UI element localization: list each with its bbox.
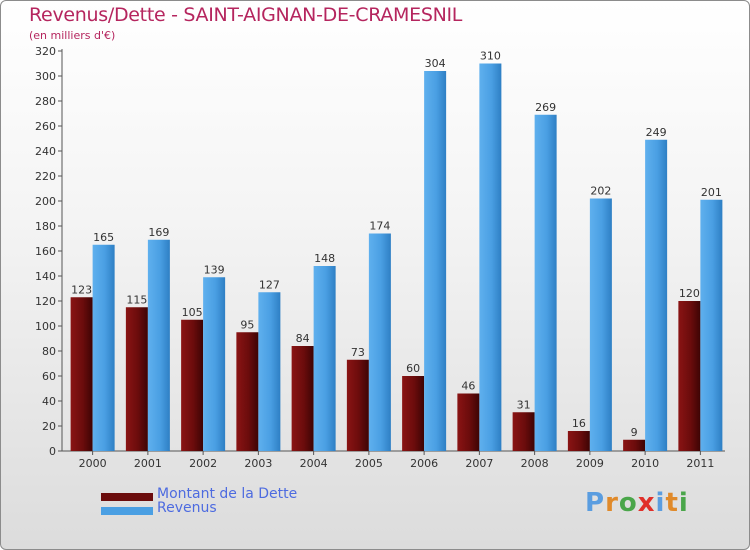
bar-dette [70,297,93,451]
bar-dette [567,431,590,451]
bar-revenus [534,114,557,451]
bar-revenus [368,233,391,451]
data-label-revenus: 249 [646,126,667,139]
x-tick-label: 2006 [410,457,438,470]
data-label-dette: 73 [351,346,365,359]
bar-dette [623,439,646,451]
logo-letter: i [678,488,689,518]
bar-revenus [92,244,115,451]
data-label-dette: 120 [679,287,700,300]
data-label-revenus: 169 [148,226,169,239]
x-tick-label: 2010 [631,457,659,470]
data-label-revenus: 139 [204,263,225,276]
y-tick-label: 260 [35,120,56,133]
logo-letter: P [585,488,606,518]
y-tick-label: 120 [35,295,56,308]
data-label-dette: 16 [572,417,586,430]
y-tick-label: 40 [42,395,56,408]
data-label-revenus: 148 [314,252,335,265]
data-label-dette: 115 [126,293,147,306]
data-label-dette: 123 [71,283,92,296]
data-label-dette: 95 [240,318,254,331]
y-tick-label: 220 [35,170,56,183]
y-tick-label: 160 [35,245,56,258]
x-tick-label: 2009 [576,457,604,470]
data-label-revenus: 127 [259,278,280,291]
y-tick-label: 280 [35,95,56,108]
data-label-dette: 84 [296,332,310,345]
data-label-dette: 9 [631,426,638,439]
bar-revenus [313,266,336,451]
y-tick-label: 200 [35,195,56,208]
bar-dette [346,359,369,451]
y-tick-label: 20 [42,420,56,433]
logo-letter: t [665,488,679,518]
data-label-dette: 46 [461,380,475,393]
x-tick-label: 2004 [300,457,328,470]
y-axis: 0 20 40 60 80 100 120 140 160 180 200 220 240 260 280 3… [35,45,63,458]
logo-letter: x [637,488,656,518]
bar-revenus [424,71,447,451]
y-tick-label: 180 [35,220,56,233]
y-tick-label: 0 [49,445,56,458]
bar-dette [125,307,148,451]
bar-revenus [645,139,668,451]
data-label-revenus: 269 [535,101,556,114]
data-label-revenus: 165 [93,231,114,244]
x-tick-label: 2007 [465,457,493,470]
x-tick-label: 2000 [79,457,107,470]
x-tick-label: 2002 [189,457,217,470]
bar-revenus [479,63,502,451]
logo-letter: i [655,488,666,518]
data-label-revenus: 202 [590,185,611,198]
bar-dette [236,332,259,451]
y-tick-label: 140 [35,270,56,283]
y-tick-label: 100 [35,320,56,333]
bar-revenus [203,277,226,451]
data-label-dette: 105 [182,306,203,319]
x-tick-label: 2005 [355,457,383,470]
legend-swatch-dette [101,493,153,501]
x-tick-label: 2008 [521,457,549,470]
bar-dette [457,393,480,451]
bar-revenus [258,292,281,451]
bar-dette [181,319,204,451]
bar-revenus [147,239,170,451]
data-label-revenus: 304 [425,57,446,70]
y-tick-label: 240 [35,145,56,158]
x-axis: 2000 2001 2002 2003 2004 2005 2006 2007 2008 2009… [62,450,725,470]
logo-letter: r [605,488,619,518]
chart-subtitle: (en milliers d'€) [29,29,116,42]
x-tick-label: 2003 [244,457,272,470]
legend-swatch-revenus [101,507,153,515]
data-label-dette: 60 [406,362,420,375]
bar-dette [402,376,425,451]
y-tick-label: 320 [35,45,56,58]
bar-dette [512,412,535,451]
chart-title: Revenus/Dette - SAINT-AIGNAN-DE-CRAMESNI… [29,4,463,26]
bar-dette [291,346,314,451]
proxiti-logo: Proxiti [585,488,689,518]
data-label-revenus: 310 [480,50,501,63]
data-labels: 1231651151691051399512784148731746030446… [71,50,722,439]
data-label-revenus: 201 [701,186,722,199]
bars [70,63,723,451]
bar-revenus [700,199,723,451]
y-tick-label: 300 [35,70,56,83]
y-tick-label: 60 [42,370,56,383]
data-label-revenus: 174 [369,220,390,233]
bar-revenus [589,198,612,451]
legend-label-revenus: Revenus [157,500,217,516]
x-tick-label: 2001 [134,457,162,470]
data-label-dette: 31 [517,398,531,411]
x-tick-label: 2011 [686,457,714,470]
y-tick-label: 80 [42,345,56,358]
bar-dette [678,301,701,451]
logo-letter: o [618,488,638,518]
legend-label-dette: Montant de la Dette [157,486,298,502]
